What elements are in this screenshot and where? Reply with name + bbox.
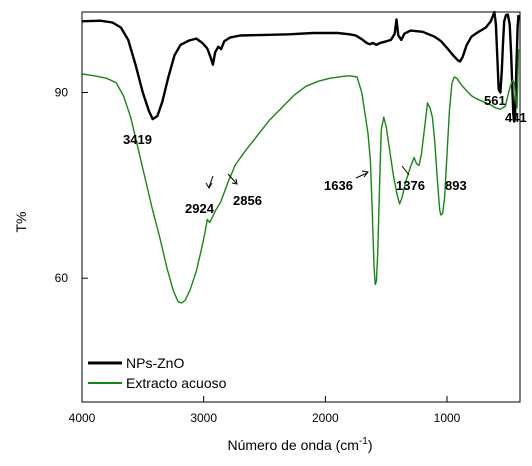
x-tick-label-4000: 4000 [69,411,96,425]
arrow-2856-head [231,178,238,185]
peak-label-2924: 2924 [185,201,215,216]
x-axis-title: Número de onda (cm-1) [227,436,372,453]
x-axis-title-end: ) [368,437,373,453]
legend-label-nps-zno: NPs-ZnO [126,355,184,371]
peak-label-561: 561 [484,93,506,108]
y-axis-title: T% [13,212,29,233]
peak-label-1376: 1376 [396,178,425,193]
arrow-2924 [208,175,214,188]
series-line-extracto-acuoso [81,49,520,304]
arrow-1376 [401,165,410,176]
peak-annotations: 3419 2924 2856 1636 1376 893 561 441 [123,93,527,216]
x-axis-title-main: Número de onda (cm [227,437,359,453]
annotation-arrows [205,165,410,189]
x-axis-title-superscript: -1 [359,436,368,447]
peak-label-893: 893 [445,178,467,193]
arrow-2924-head [205,182,213,189]
x-tick-label-3000: 3000 [190,411,217,425]
y-tick-label-90: 90 [55,85,69,99]
peak-label-2856: 2856 [233,193,262,208]
series-line-nps-zno [81,10,520,123]
x-tick-label-2000: 2000 [312,411,339,425]
x-tick-label-1000: 1000 [434,411,461,425]
legend-label-extracto-acuoso: Extracto acuoso [126,375,227,391]
peak-label-1636: 1636 [324,178,353,193]
plot-frame [81,11,521,403]
y-tick-label-60: 60 [55,271,69,285]
series-lines [81,10,520,304]
peak-label-441: 441 [505,110,527,125]
arrow-1636 [355,172,368,179]
arrow-1636-head [361,170,369,178]
peak-label-3419: 3419 [123,132,152,147]
axis-ticks: 4000 3000 2000 1000 60 90 [55,85,461,425]
arrow-2856 [227,173,237,184]
legend: NPs-ZnO Extracto acuoso [88,355,227,391]
